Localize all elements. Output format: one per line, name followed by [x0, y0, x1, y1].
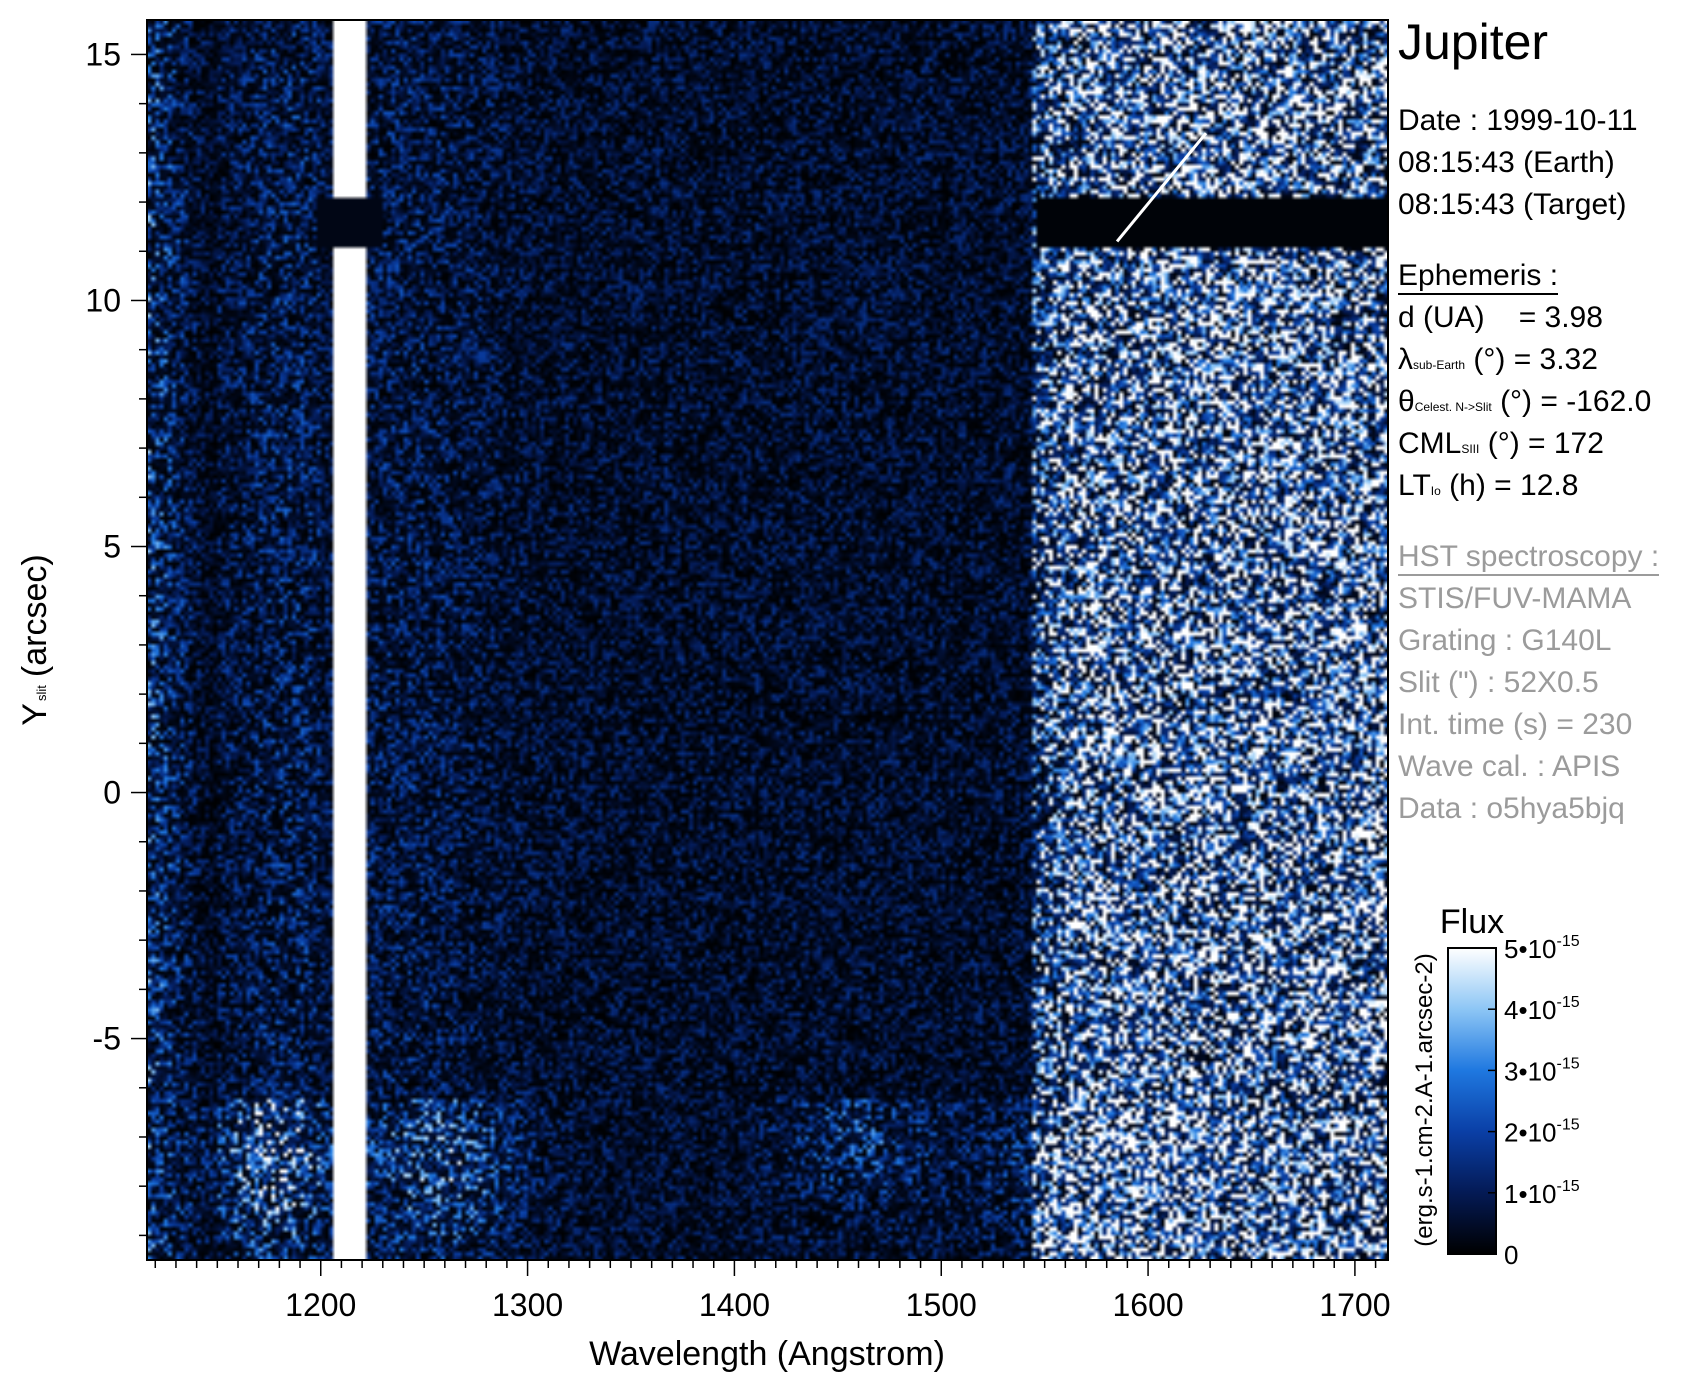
colorbar-tick-label: 1•10-15 — [1504, 1178, 1580, 1209]
y-tick-label: 10 — [85, 282, 121, 318]
theta-sub: Celest. N->Slit — [1414, 400, 1492, 414]
lt-rest: (h) = 12.8 — [1449, 469, 1579, 502]
colorbar-rect — [1447, 947, 1497, 1255]
lambda-sub: sub-Earth — [1413, 358, 1466, 372]
lambda-line: λsub-Earth (°) = 3.32 — [1398, 340, 1598, 385]
x-tick-label: 1500 — [906, 1287, 977, 1323]
colorbar-ticks: 0 1•10-15 2•10-15 3•10-15 4•10-15 5•10-15 — [1488, 933, 1580, 1270]
colorbar-tick-label: 5•10-15 — [1504, 933, 1580, 964]
plot-frame — [146, 19, 1389, 1261]
x-tick-label: 1200 — [285, 1287, 356, 1323]
instrument: STIS/FUV-MAMA — [1398, 582, 1632, 615]
distance-label: d (UA) — [1398, 301, 1485, 334]
lt-sub: Io — [1430, 484, 1441, 498]
data-id: Data : o5hya5bjq — [1398, 792, 1625, 825]
colorbar-tick-label: 0 — [1504, 1240, 1518, 1270]
cml-main: CML — [1398, 427, 1462, 460]
y-tick-label: 5 — [103, 529, 121, 565]
y-axis-title: Yslit (arcsec) — [16, 554, 54, 725]
y-tick-label: -5 — [93, 1021, 121, 1057]
y-axis: 15 10 5 0 -5 — [85, 36, 147, 1237]
lambda-rest: (°) = 3.32 — [1473, 343, 1598, 376]
colorbar-unit: (erg.s-1.cm-2.A-1.arcsec-2) — [1411, 953, 1438, 1246]
x-tick-label: 1600 — [1112, 1287, 1183, 1323]
marker-line — [1115, 132, 1208, 243]
x-axis: 1200 1300 1400 1500 1600 1700 — [154, 1260, 1391, 1323]
target-title: Jupiter — [1398, 14, 1549, 70]
ephemeris-header: Ephemeris : — [1398, 259, 1559, 295]
x-tick-label: 1700 — [1319, 1287, 1390, 1323]
colorbar-tick-label: 4•10-15 — [1504, 994, 1580, 1025]
spectrum-marks — [1115, 132, 1208, 243]
colorbar-tick-label: 3•10-15 — [1504, 1055, 1580, 1086]
theta-line: θCelest. N->Slit (°) = -162.0 — [1398, 382, 1651, 427]
y-axis-title-main: Y — [16, 703, 54, 726]
cml-sub: SIII — [1461, 442, 1480, 456]
slit: Slit (") : 52X0.5 — [1398, 666, 1599, 699]
target-time: 08:15:43 (Target) — [1398, 188, 1627, 221]
cml-line: CMLSIII (°) = 172 — [1398, 424, 1604, 469]
y-tick-label: 0 — [103, 775, 121, 811]
lambda-symbol: λ — [1398, 343, 1413, 376]
wave-calibration: Wave cal. : APIS — [1398, 750, 1621, 783]
x-axis-title: Wavelength (Angstrom) — [589, 1335, 945, 1373]
colorbar-title: Flux — [1440, 903, 1504, 941]
y-tick-label: 15 — [85, 36, 121, 72]
integration-time: Int. time (s) = 230 — [1398, 708, 1633, 741]
x-tick-label: 1400 — [699, 1287, 770, 1323]
distance-line: d (UA) = 3.98 — [1398, 298, 1603, 338]
lt-main: LT — [1398, 469, 1431, 502]
x-tick-label: 1300 — [492, 1287, 563, 1323]
spectrum-raster — [147, 20, 1388, 1260]
hst-header: HST spectroscopy : — [1398, 540, 1660, 576]
colorbar: 0 1•10-15 2•10-15 3•10-15 4•10-15 5•10-15 Flu… — [1411, 903, 1580, 1270]
grating: Grating : G140L — [1398, 624, 1612, 657]
y-axis-title-sub: slit — [34, 685, 49, 701]
y-axis-title-rest: (arcsec) — [16, 554, 54, 677]
colorbar-tick-label: 2•10-15 — [1504, 1117, 1580, 1148]
lt-line: LTIo (h) = 12.8 — [1398, 466, 1578, 511]
distance-value: = 3.98 — [1518, 301, 1603, 334]
theta-symbol: θ — [1398, 385, 1415, 418]
date-line: Date : 1999-10-11 — [1398, 104, 1638, 137]
theta-rest: (°) = -162.0 — [1500, 385, 1652, 418]
earth-time: 08:15:43 (Earth) — [1398, 146, 1615, 179]
cml-rest: (°) = 172 — [1487, 427, 1604, 460]
